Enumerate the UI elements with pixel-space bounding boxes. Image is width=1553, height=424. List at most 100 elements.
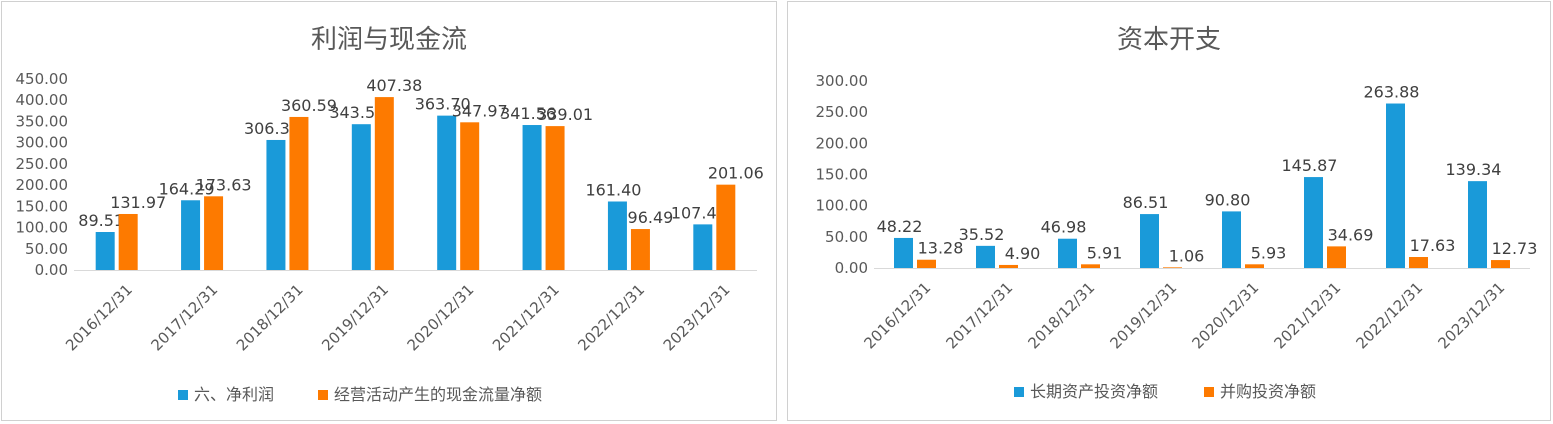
data-label: 96.49 [628, 208, 674, 227]
bar-series-1 [976, 245, 995, 268]
bar-series-2 [374, 97, 394, 271]
y-tick-label: 400.00 [16, 91, 69, 109]
bar-series-1 [522, 125, 542, 270]
y-tick-label: 250.00 [16, 155, 69, 173]
chart-title: 资本开支 [1117, 25, 1221, 55]
chart-panel-capex: 资本开支 0.00 50.00 100.00 150.00 200.00 250.00 30… [787, 1, 1551, 421]
x-tick-label: 2016/12/31 [62, 281, 136, 355]
bar-series-2 [716, 184, 736, 270]
bar-series-2 [289, 116, 309, 270]
legend-label: 长期资产投资净额 [1030, 382, 1158, 401]
bar-series-2 [204, 196, 224, 270]
chart-capex: 资本开支 0.00 50.00 100.00 150.00 200.00 250.00 30… [816, 25, 1538, 401]
data-label: 5.93 [1251, 243, 1287, 262]
x-tick-label: 2019/12/31 [1106, 279, 1180, 353]
y-tick-label: 450.00 [16, 70, 69, 88]
bar-series-1 [351, 124, 371, 270]
bar-series-1 [1222, 211, 1241, 268]
bar-series-2 [999, 264, 1018, 268]
y-tick-label: 50.00 [825, 228, 868, 246]
x-tick-label: 2022/12/31 [574, 281, 648, 355]
bar-series-1 [437, 115, 457, 271]
data-label: 145.87 [1282, 156, 1338, 175]
data-label: 164.29 [159, 179, 215, 198]
bar-series-2 [1409, 257, 1428, 268]
data-label: 5.91 [1087, 243, 1123, 262]
x-tick-label: 2017/12/31 [148, 281, 222, 355]
x-tick-label: 2016/12/31 [860, 279, 934, 353]
y-tick-label: 300.00 [816, 72, 869, 90]
x-tick-label: 2018/12/31 [1024, 279, 1098, 353]
data-label: 107.49 [671, 203, 727, 222]
legend-swatch [318, 390, 328, 400]
bar-series-2 [1327, 246, 1346, 268]
y-tick-label: 50.00 [25, 240, 68, 258]
bar-series-2 [1491, 260, 1510, 268]
x-tick-label: 2020/12/31 [404, 281, 478, 355]
bar-series-2 [630, 229, 650, 270]
legend-label: 并购投资净额 [1220, 382, 1316, 401]
data-label: 131.97 [110, 193, 166, 212]
chart-profit-cashflow: 利润与现金流 0.00 50.00 100.00 150.00 200.00 250.00… [16, 25, 764, 404]
data-label: 341.56 [500, 104, 556, 123]
legend-swatch [1014, 387, 1024, 397]
bar-series-2 [917, 259, 936, 268]
y-tick-label: 150.00 [16, 197, 69, 215]
y-tick-label: 100.00 [16, 219, 69, 237]
bar-series-2 [545, 126, 565, 270]
bar-series-1 [894, 237, 913, 268]
bar-series-1 [1468, 181, 1487, 268]
x-tick-label: 2022/12/31 [1352, 279, 1426, 353]
data-label: 139.34 [1446, 160, 1502, 179]
data-label: 347.97 [452, 101, 508, 120]
legend-swatch [178, 390, 188, 400]
data-label: 34.69 [1328, 225, 1374, 244]
bar-series-1 [1058, 238, 1077, 268]
data-label: 90.80 [1205, 190, 1251, 209]
x-tick-label: 2018/12/31 [233, 281, 307, 355]
y-tick-label: 250.00 [816, 103, 869, 121]
bar-series-1 [1140, 214, 1159, 268]
data-label: 17.63 [1410, 236, 1456, 255]
bar-series-1 [181, 200, 201, 270]
y-tick-label: 300.00 [16, 134, 69, 152]
data-label: 4.90 [1005, 244, 1041, 263]
y-tick-label: 350.00 [16, 112, 69, 130]
x-tick-label: 2019/12/31 [318, 281, 392, 355]
x-tick-label: 2020/12/31 [1188, 279, 1262, 353]
bar-series-2 [118, 213, 138, 270]
y-tick-label: 0.00 [35, 261, 68, 279]
bar-series-2 [1081, 264, 1100, 268]
y-tick-label: 100.00 [816, 197, 869, 215]
legend-swatch [1204, 387, 1214, 397]
data-label: 48.22 [877, 217, 923, 236]
data-label: 407.38 [366, 76, 422, 95]
x-tick-label: 2023/12/31 [1434, 279, 1508, 353]
data-label: 86.51 [1123, 193, 1169, 212]
y-tick-label: 200.00 [816, 134, 869, 152]
x-tick-label: 2021/12/31 [489, 281, 563, 355]
chart-title: 利润与现金流 [311, 25, 467, 55]
y-tick-label: 200.00 [16, 176, 69, 194]
data-label: 12.73 [1492, 239, 1538, 258]
data-label: 360.59 [281, 96, 337, 115]
bar-series-1 [1386, 103, 1405, 268]
x-tick-label: 2023/12/31 [660, 281, 734, 355]
data-label: 306.36 [244, 119, 300, 138]
data-label: 161.40 [585, 180, 641, 199]
y-tick-label: 150.00 [816, 166, 869, 184]
bar-series-2 [460, 122, 480, 271]
bar-series-1 [1304, 177, 1323, 268]
legend-label: 六、净利润 [194, 385, 274, 404]
data-label: 1.06 [1169, 246, 1205, 265]
data-label: 13.28 [918, 239, 964, 258]
data-label: 173.63 [196, 175, 252, 194]
bar-series-2 [1163, 267, 1182, 268]
data-label: 35.52 [959, 225, 1005, 244]
bar-series-1 [266, 139, 286, 270]
data-label: 263.88 [1364, 83, 1420, 102]
legend-label: 经营活动产生的现金流量净额 [334, 385, 542, 404]
x-tick-label: 2021/12/31 [1270, 279, 1344, 353]
data-label: 46.98 [1041, 218, 1087, 237]
data-label: 201.06 [708, 164, 764, 183]
